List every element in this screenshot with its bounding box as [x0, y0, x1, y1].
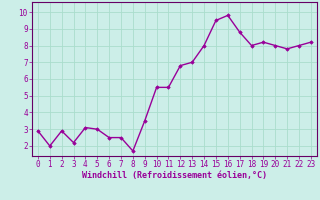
- X-axis label: Windchill (Refroidissement éolien,°C): Windchill (Refroidissement éolien,°C): [82, 171, 267, 180]
